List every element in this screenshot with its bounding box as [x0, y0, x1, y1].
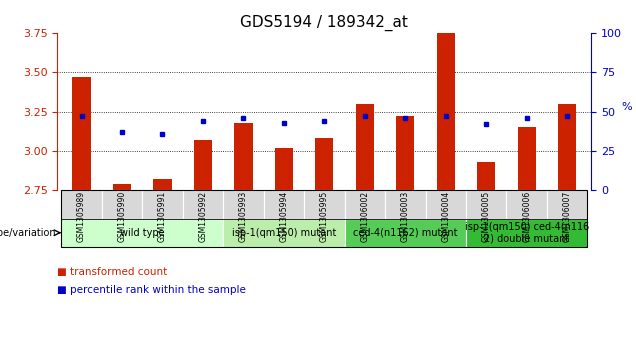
Bar — [356, 104, 374, 191]
Text: genotype/variation: genotype/variation — [0, 228, 57, 238]
Bar — [558, 104, 576, 191]
Text: isp-1(qm150) ced-4(n116
2) double mutant: isp-1(qm150) ced-4(n116 2) double mutant — [465, 222, 589, 244]
Bar — [183, 191, 223, 219]
Text: GSM1306007: GSM1306007 — [563, 191, 572, 242]
Bar — [73, 77, 90, 191]
Title: GDS5194 / 189342_at: GDS5194 / 189342_at — [240, 15, 408, 31]
Bar — [547, 191, 588, 219]
Bar — [113, 184, 131, 191]
Bar — [396, 116, 415, 191]
Bar — [315, 138, 333, 191]
Bar — [223, 219, 345, 247]
Bar — [275, 148, 293, 191]
Bar — [102, 191, 142, 219]
Bar — [437, 33, 455, 191]
Bar — [61, 191, 102, 219]
Text: GSM1305992: GSM1305992 — [198, 191, 207, 242]
Text: GSM1306006: GSM1306006 — [522, 191, 531, 242]
Bar — [466, 219, 588, 247]
Text: GSM1305993: GSM1305993 — [239, 191, 248, 242]
Bar — [61, 219, 223, 247]
Bar — [477, 162, 495, 191]
Text: GSM1305995: GSM1305995 — [320, 191, 329, 242]
Bar — [518, 127, 536, 191]
Text: GSM1305990: GSM1305990 — [118, 191, 127, 242]
Y-axis label: %: % — [621, 102, 632, 111]
Text: wild type: wild type — [120, 228, 165, 238]
Bar — [345, 219, 466, 247]
Text: GSM1306003: GSM1306003 — [401, 191, 410, 242]
Bar — [234, 123, 252, 191]
Text: GSM1305989: GSM1305989 — [77, 191, 86, 242]
Text: isp-1(qm150) mutant: isp-1(qm150) mutant — [232, 228, 336, 238]
Bar — [153, 179, 172, 191]
Bar — [506, 191, 547, 219]
Bar — [425, 191, 466, 219]
Text: GSM1306004: GSM1306004 — [441, 191, 450, 242]
Text: ced-4(n1162) mutant: ced-4(n1162) mutant — [353, 228, 457, 238]
Text: GSM1306002: GSM1306002 — [361, 191, 370, 242]
Bar — [142, 191, 183, 219]
Text: ■ transformed count: ■ transformed count — [57, 267, 167, 277]
Bar — [194, 140, 212, 191]
Bar — [264, 191, 304, 219]
Text: GSM1305991: GSM1305991 — [158, 191, 167, 242]
Bar — [223, 191, 264, 219]
Text: GSM1306005: GSM1306005 — [481, 191, 491, 242]
Bar — [466, 191, 506, 219]
Bar — [345, 191, 385, 219]
Text: ■ percentile rank within the sample: ■ percentile rank within the sample — [57, 285, 246, 295]
Text: GSM1305994: GSM1305994 — [279, 191, 288, 242]
Bar — [304, 191, 345, 219]
Bar — [385, 191, 425, 219]
